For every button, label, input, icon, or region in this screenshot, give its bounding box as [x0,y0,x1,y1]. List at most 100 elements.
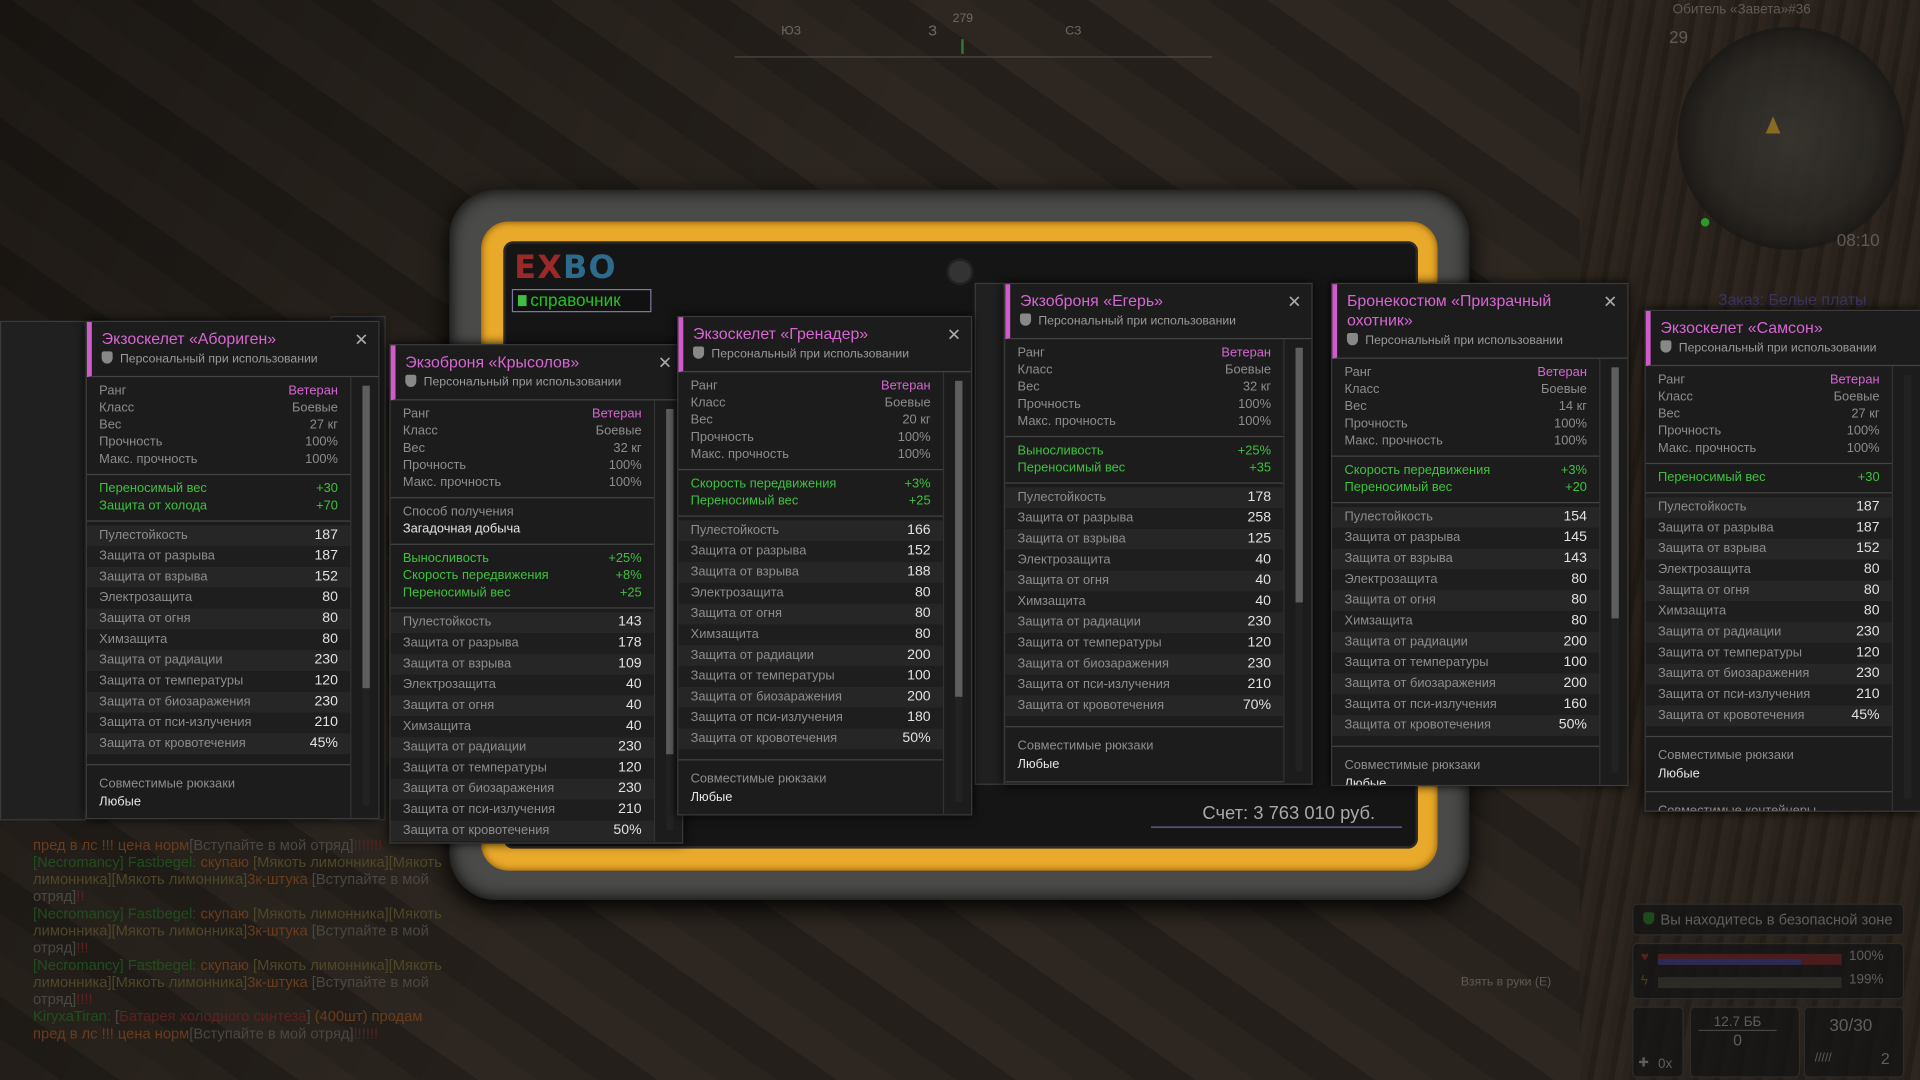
chat-segment: [Necromancy] Fastbegel: [33,904,201,923]
info-value: Ветеран [1537,364,1587,380]
chat-message: [Necromancy] Fastbegel: скупаю [Мякоть л… [33,853,455,904]
stat-label: Защита от огня [99,611,191,626]
bonus-value: +20 [1565,480,1587,495]
scrollbar-thumb[interactable] [1611,367,1619,619]
compatibility-label: Совместимые рюкзаки [1657,748,1794,763]
chat-segment: [Вступайте в мой отряд] [33,870,429,905]
minimap[interactable] [1677,26,1905,250]
info-row: Прочность 100% [1018,396,1271,413]
stat-row: Защита от биозаражения 230 [1645,663,1892,685]
stat-row: Защита от температуры 100 [1332,652,1600,674]
stat-label: Пулестойкость [99,527,188,543]
stat-label: Защита от кровотечения [1657,707,1805,723]
chat-segment: 3к-штука [247,973,312,991]
stat-row: Защита от разрыва 152 [678,541,943,563]
stat-value: 70% [1242,697,1272,713]
stat-row: Защита от биозаражения 200 [678,686,943,708]
scrollbar[interactable] [1611,367,1619,773]
stat-value: 187 [1856,499,1880,515]
stat-value: 166 [907,522,931,538]
stat-label: Защита от взрыва [690,564,799,580]
info-row: Класс Боевые [1344,381,1586,398]
medkit-slot[interactable]: ✚ 0x [1632,1006,1684,1078]
scrollbar-thumb[interactable] [1295,347,1303,602]
stat-label: Защита от температуры [99,673,244,689]
info-value: 100% [897,429,931,445]
stat-row: Защита от температуры 120 [1005,633,1284,654]
item-tooltip: Экзоброня «Крысолов» Персональный при исп… [389,344,684,844]
scrollbar[interactable] [666,408,674,831]
stat-row: Защита от биозаражения 230 [1005,653,1284,675]
bonuses: Выносливость +25% Скорость передвижения +8%… [390,545,654,609]
info-row: Прочность 100% [691,429,931,446]
scrollbar[interactable] [1904,374,1912,799]
stat-label: Защита от взрыва [402,656,512,672]
bonuses: Переносимый вес +30 [1645,464,1892,494]
info-label: Ранг [99,383,127,398]
tab-reference-label: справочник [530,290,621,310]
close-icon[interactable]: ✕ [1603,291,1618,312]
info-row: Вес 14 кг [1344,398,1586,415]
stat-row: Защита от радиации 230 [1645,622,1892,643]
chat-segment: [Вступайте в мой отряд] [33,973,429,1008]
bonus-value: +30 [316,481,338,496]
stamina-value: 199% [1848,972,1884,987]
info-row: Класс Боевые [691,394,931,411]
stat-value: 120 [1856,645,1880,661]
stat-label: Защита от пси-излучения [1017,677,1170,692]
stat-value: 230 [1856,624,1880,640]
bonus-row: Переносимый вес +25 [691,492,931,509]
close-icon[interactable]: ✕ [657,352,673,373]
camera-icon [946,258,974,286]
stat-row: Защита от взрыва 143 [1332,548,1600,570]
close-icon[interactable]: ✕ [354,329,369,349]
compatibility-label: Совместимые контейнеры [1657,803,1817,812]
stat-row: Защита от взрыва 125 [1005,528,1284,550]
tab-reference[interactable]: справочник [511,288,652,313]
stat-label: Защита от пси-излучения [1657,686,1811,702]
chat-segment: [Necromancy] Fastbegel: [33,853,201,871]
scrollbar-thumb[interactable] [666,408,674,755]
bullets-icon: ///// [1814,1051,1832,1066]
stat-value: 40 [1255,573,1272,588]
stat-row: Защита от биозаражения 200 [1332,673,1600,695]
stat-row: Электрозащита 40 [1005,549,1284,571]
stat-row: Защита от кровотечения 50% [390,820,654,842]
stat-row: Защита от разрыва 187 [1645,517,1892,539]
scrollbar-thumb[interactable] [955,380,963,697]
stat-row: Химзащита 80 [1332,611,1600,632]
close-icon[interactable]: ✕ [946,324,962,345]
bonuses: Скорость передвижения +3% Переносимый вес +… [1332,457,1600,504]
close-icon[interactable]: ✕ [1287,291,1302,312]
info-row: Прочность 100% [1344,415,1586,432]
health-bar [1657,953,1842,965]
binding-text: Персональный при использовании [1038,314,1237,329]
stat-value: 50% [902,731,931,746]
scrollbar[interactable] [955,380,963,803]
stat-row: Химзащита 80 [86,629,351,651]
scrollbar-thumb[interactable] [362,385,370,689]
stat-value: 210 [314,715,338,730]
stat-value: 230 [314,652,338,668]
stat-row: Защита от пси-излучения 180 [678,707,943,729]
stat-value: 40 [625,677,642,692]
chat-segment: 3к-штука [247,870,312,888]
scrollbar[interactable] [362,385,370,806]
chat-log: пред в лс !!! цена норм[Вступайте в мой … [33,836,455,1042]
shield-icon [693,346,705,359]
stat-value: 200 [907,689,931,705]
stat-row: Пулестойкость 143 [390,612,654,634]
info-label: Ранг [1017,345,1045,361]
stat-value: 50% [613,822,642,838]
stat-row: Пулестойкость 154 [1332,506,1600,528]
stat-label: Химзащита [1344,613,1413,629]
stat-value: 187 [1856,520,1880,536]
stat-row: Защита от кровотечения 45% [1645,705,1892,727]
stat-label: Защита от биозаражения [1017,656,1169,672]
bonus-value: +8% [615,568,642,583]
stat-label: Защита от пси-излучения [1344,696,1497,712]
info-label: Класс [1017,362,1053,378]
exbo-logo: EXBO [514,249,617,287]
scrollbar[interactable] [1295,347,1303,772]
stat-value: 200 [1563,634,1587,649]
